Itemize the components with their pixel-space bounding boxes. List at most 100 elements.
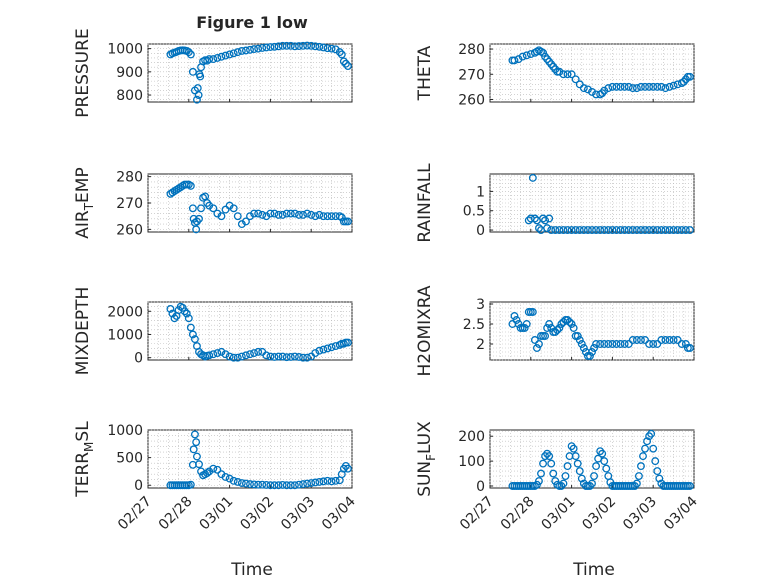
data-point [579,84,588,93]
data-point [685,226,694,235]
data-point [229,476,238,485]
data-point [661,84,670,93]
data-point [266,481,275,490]
data-point [282,481,291,490]
data-point [241,479,250,488]
data-point [266,209,275,218]
data-point [311,349,320,357]
data-point [274,210,283,219]
data-point [295,210,303,219]
data-point [592,226,601,235]
data-point [209,55,218,64]
data-point [184,48,193,57]
x-tick-label: 03/01 [539,494,579,534]
data-point [254,44,263,53]
data-point [170,314,179,323]
data-point [274,481,283,490]
y-tick-label: 1000 [107,42,143,58]
data-point [315,210,324,219]
data-point [612,340,621,348]
data-point [588,87,596,96]
data-point [266,352,275,361]
data-point [250,45,259,54]
data-point [341,59,350,68]
data-point [518,52,527,61]
data-point [327,44,336,53]
data-point [299,480,307,489]
y-axis-label: MIXDEPTH [73,287,93,376]
data-point [559,479,568,488]
data-point [665,336,674,344]
data-point [250,209,259,218]
data-point [577,340,586,348]
axes-frame [489,43,695,103]
data-point [608,82,617,91]
data-point [669,226,678,235]
data-point [537,469,545,478]
data-point [270,481,279,490]
x-axis-label-left: Time [230,560,273,580]
data-point [209,464,218,473]
data-point [343,338,352,347]
y-tick-label: 280 [116,170,143,186]
x-tick-label: 02/28 [156,494,196,534]
data-point [653,82,662,91]
data-point [600,226,609,235]
y-label-main: THETA [415,45,435,101]
data-point [571,226,580,235]
data-point [303,479,312,488]
data-point [553,326,562,334]
data-point [282,209,291,218]
data-point [319,345,328,354]
data-point [657,336,666,344]
data-point [545,320,554,328]
y-tick-label: 0 [476,223,485,239]
data-point [673,336,682,344]
data-point [681,226,690,235]
data-point [557,320,566,328]
data-point [549,469,558,478]
data-point [184,314,193,323]
data-point [241,46,250,55]
figure-title: Figure 1 low [196,13,308,32]
data-point [637,82,645,91]
data-point [604,84,613,93]
data-point [510,56,519,65]
data-point [571,75,580,84]
data-point [195,214,203,223]
data-point [634,472,643,481]
data-point [343,464,352,473]
y-label-subscript: T [82,202,96,211]
subplot-7: 0 500 1000 02/27 02/28 03/01 03/02 03/03 03/04 TE… [73,421,359,534]
data-point [628,336,637,344]
y-tick-label: 800 [116,88,143,104]
data-point [254,347,263,356]
data-point [217,347,226,356]
data-point [186,323,195,332]
data-point [196,72,205,81]
y-label-suffix: SL [73,421,93,442]
data-point [514,55,523,64]
y-tick-label: 0.5 [463,204,485,220]
data-point [270,42,279,51]
data-point [639,452,647,461]
data-point [233,48,242,57]
data-point [628,226,637,235]
data-point [588,479,596,488]
data-point [307,479,316,487]
data-point [278,210,287,219]
data-point [596,226,605,235]
data-point [653,467,662,476]
data-point [213,53,222,62]
data-point [563,462,572,471]
data-point [555,324,564,332]
data-point [616,82,625,91]
y-tick-label: 0 [134,478,143,494]
data-point [624,226,633,235]
data-point [612,226,621,235]
y-tick-label: 270 [458,67,485,83]
data-point [661,226,670,235]
data-point [299,353,307,362]
data-point [539,459,547,468]
x-tick-label: 03/03 [278,494,318,534]
